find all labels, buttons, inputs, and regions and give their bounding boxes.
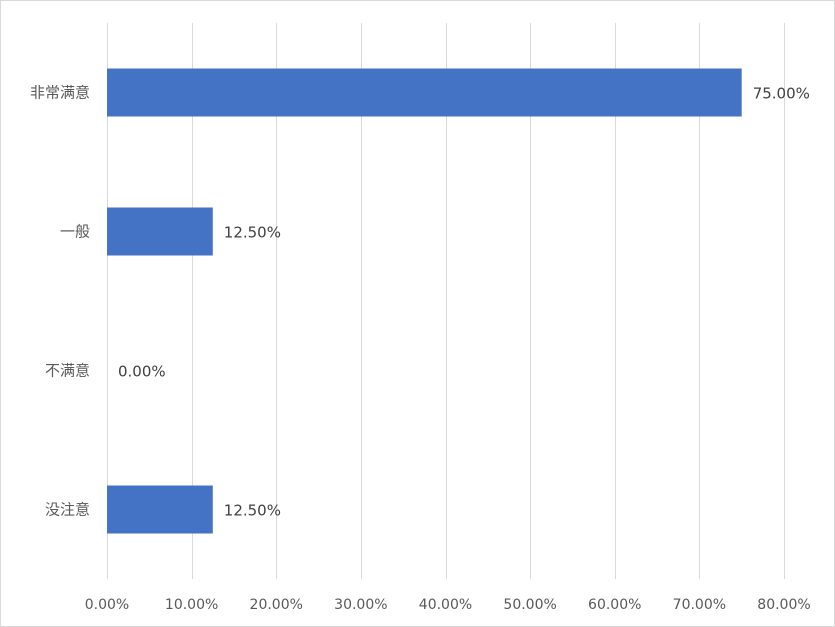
data-label: 12.50% <box>224 224 281 242</box>
x-tick-label: 50.00% <box>503 597 556 613</box>
x-tick-label: 30.00% <box>334 597 387 613</box>
category-label: 非常满意 <box>30 84 90 102</box>
data-labels: 75.00% 12.50% 0.00% 12.50% <box>118 85 810 520</box>
x-tick-label: 0.00% <box>85 597 129 613</box>
x-tick-label: 40.00% <box>419 597 472 613</box>
data-label: 0.00% <box>118 363 166 381</box>
category-label: 不满意 <box>45 362 90 380</box>
x-tick-label: 60.00% <box>588 597 641 613</box>
data-label: 75.00% <box>753 85 810 103</box>
bar <box>107 207 213 256</box>
category-label: 没注意 <box>45 501 90 519</box>
bar <box>107 485 213 534</box>
x-tick-label: 10.00% <box>165 597 218 613</box>
bar <box>107 68 742 117</box>
x-tick-label: 70.00% <box>673 597 726 613</box>
x-tick-labels: 0.00% 10.00% 20.00% 30.00% 40.00% 50.00% 60.00… <box>85 597 811 613</box>
bars <box>107 68 742 534</box>
data-label: 12.50% <box>224 502 281 520</box>
x-tick-label: 20.00% <box>250 597 303 613</box>
x-tick-label: 80.00% <box>757 597 810 613</box>
category-label: 一般 <box>60 223 90 241</box>
